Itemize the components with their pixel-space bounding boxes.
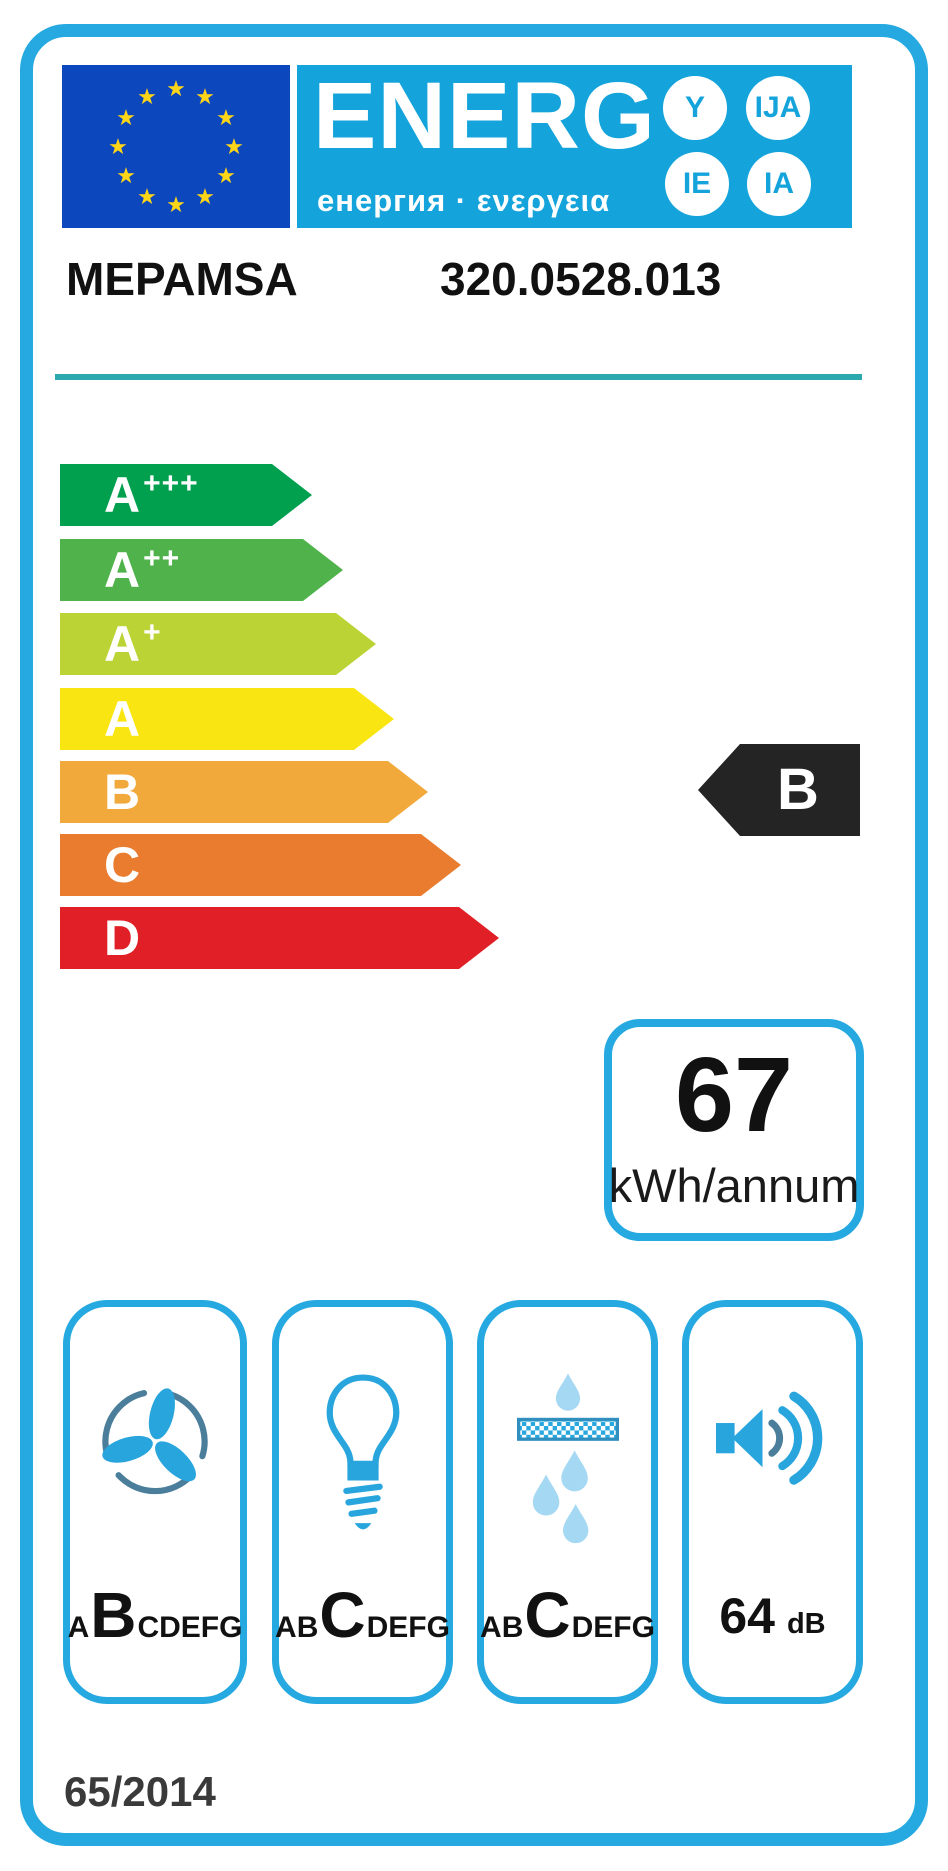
scale-arrow-a-plus2: A ++ xyxy=(60,539,343,601)
scale-arrow-b: B xyxy=(60,761,428,823)
energ-badge-y: Y xyxy=(663,76,727,140)
scale-letter: A xyxy=(104,467,141,523)
svg-text:★: ★ xyxy=(195,85,215,110)
scale-arrow-a-plus3: A +++ xyxy=(60,464,312,526)
class-letter: B xyxy=(90,1579,137,1651)
scale-arrow-a-plus1: A + xyxy=(60,613,376,675)
svg-text:★: ★ xyxy=(195,185,215,210)
speaker-icon xyxy=(689,1373,856,1501)
scale-letter: A xyxy=(104,542,141,598)
class-letter: C xyxy=(319,1579,366,1651)
scale-letter: B xyxy=(104,764,141,820)
energ-logo-text: ENERG xyxy=(313,63,656,169)
lightbulb-icon xyxy=(279,1369,446,1565)
svg-text:★: ★ xyxy=(137,185,157,210)
svg-text:★: ★ xyxy=(166,193,186,218)
brand-name: MEPAMSA xyxy=(66,253,298,305)
grease-filtering-class: AB C DEFG xyxy=(480,1579,655,1651)
scale-letter: A xyxy=(104,616,141,672)
lighting-efficiency-box: AB C DEFG xyxy=(272,1300,453,1704)
fan-efficiency-class: A B CDEFG xyxy=(67,1579,243,1651)
scale-arrow-c: C xyxy=(60,834,461,896)
scale-plus: +++ xyxy=(143,467,199,500)
energ-badge-ia: IA xyxy=(747,152,811,216)
svg-text:★: ★ xyxy=(166,77,186,102)
scale-arrow-d: D xyxy=(60,907,499,969)
class-post: DEFG xyxy=(366,1611,450,1644)
svg-text:★: ★ xyxy=(224,135,244,160)
noise-value-row: 64 dB xyxy=(689,1587,856,1645)
label-border xyxy=(20,24,928,1846)
scale-letter: C xyxy=(104,837,141,893)
noise-unit: dB xyxy=(786,1608,826,1640)
class-post: CDEFG xyxy=(137,1611,243,1644)
noise-box: 64 dB xyxy=(682,1300,863,1704)
grease-filter-icon xyxy=(484,1369,651,1573)
class-pre: AB xyxy=(275,1611,319,1644)
consumption-value: 67 xyxy=(675,1035,793,1154)
energ-logo-subtext: енергия · ενεργεια xyxy=(317,183,611,218)
scale-letter: A xyxy=(104,691,141,747)
svg-text:★: ★ xyxy=(137,85,157,110)
class-pre: A xyxy=(67,1611,90,1644)
scale-plus: + xyxy=(143,616,162,649)
rating-letter: B xyxy=(777,757,819,822)
svg-text:★: ★ xyxy=(216,164,236,189)
class-post: DEFG xyxy=(571,1611,655,1644)
eu-stars-icon: ★★★ ★★★ ★★★ ★ ★★ xyxy=(108,77,244,218)
scale-letter: D xyxy=(104,910,141,966)
class-pre: AB xyxy=(480,1611,524,1644)
noise-value: 64 xyxy=(719,1588,775,1644)
svg-text:★: ★ xyxy=(216,106,236,131)
energ-badge-ija: IJA xyxy=(746,76,810,140)
consumption-unit: kWh/annum xyxy=(608,1158,860,1212)
energ-logo-band: ENERG енергия · ενεργεια Y IJA IE IA xyxy=(297,65,852,228)
energ-badge-ie: IE xyxy=(665,152,729,216)
divider-line xyxy=(55,374,862,380)
svg-text:★: ★ xyxy=(108,135,128,160)
fan-icon xyxy=(70,1377,240,1501)
scale-arrow-a: A xyxy=(60,688,394,750)
model-number: 320.0528.013 xyxy=(440,253,722,305)
fan-efficiency-box: A B CDEFG xyxy=(63,1300,247,1704)
consumption-box: 67 kWh/annum xyxy=(604,1019,864,1241)
regulation-reference: 65/2014 xyxy=(64,1768,216,1815)
lighting-efficiency-class: AB C DEFG xyxy=(275,1579,450,1651)
scale-plus: ++ xyxy=(143,542,181,575)
grease-filtering-box: AB C DEFG xyxy=(477,1300,658,1704)
class-letter: C xyxy=(524,1579,571,1651)
eu-flag-icon: ★ ★ ★ ★ ★ ★ ★ ★ ★ ★ ★ ★ xyxy=(62,65,290,228)
svg-text:★: ★ xyxy=(116,106,136,131)
svg-text:★: ★ xyxy=(116,164,136,189)
